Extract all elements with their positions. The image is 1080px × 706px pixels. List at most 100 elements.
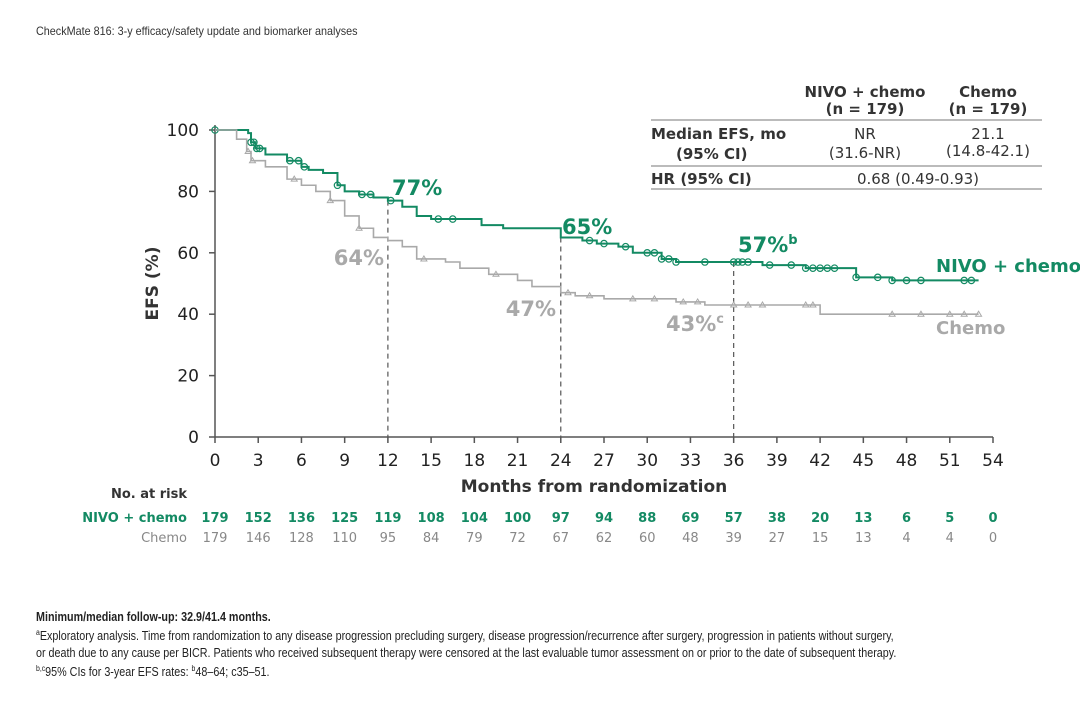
censor-mark: [665, 255, 673, 263]
x-tick-label: 36: [723, 451, 745, 471]
censor-mark: [787, 261, 796, 269]
risk-count: 13: [854, 511, 872, 526]
series-label-chemo: Chemo: [936, 318, 1005, 339]
rate-annotation: 57%b: [738, 233, 798, 257]
censor-mark: [809, 264, 817, 272]
censor-mark: [248, 156, 257, 164]
risk-count: 4: [902, 531, 910, 546]
censor-mark: [679, 297, 688, 305]
x-tick-label: 0: [210, 451, 221, 471]
risk-count: 119: [374, 511, 401, 526]
censor-mark: [738, 258, 747, 266]
rate-annotation: 64%: [334, 246, 384, 270]
table-cell: (31.6-NR): [829, 144, 901, 162]
annotation-superscript: b: [788, 233, 797, 248]
y-tick-label: 60: [177, 244, 199, 264]
censor-mark: [830, 264, 839, 272]
censor-mark: [758, 301, 767, 308]
censor-mark: [974, 310, 983, 317]
footnote-bc: b,c95% CIs for 3-year EFS rates: b48–64;…: [36, 664, 270, 679]
x-tick-label: 15: [420, 451, 442, 471]
censor-mark: [434, 215, 443, 223]
censor-mark: [801, 301, 810, 308]
censor-mark: [765, 261, 774, 269]
risk-count: 48: [682, 531, 699, 546]
risk-count: 110: [332, 531, 357, 546]
footnote-a: aExploratory analysis. Time from randomi…: [36, 628, 894, 643]
table-row-label: (95% CI): [676, 145, 747, 163]
km-curve-chemo: [215, 129, 979, 315]
risk-count: 13: [855, 531, 872, 546]
censor-mark: [333, 181, 342, 190]
censor-mark: [917, 276, 925, 285]
censor-mark: [247, 138, 255, 147]
footnote-mark: b,c: [36, 664, 46, 673]
risk-count: 38: [768, 511, 786, 526]
risk-count: 79: [466, 531, 483, 546]
risk-count: 62: [596, 531, 613, 546]
y-tick-label: 0: [188, 428, 199, 448]
footnote-a-cont: or death due to any cause per BICR. Pati…: [36, 646, 897, 660]
table-subheader: (n = 179): [826, 100, 905, 118]
followup-note: Minimum/median follow-up: 32.9/41.4 mont…: [36, 610, 271, 624]
x-tick-label: 51: [939, 451, 961, 471]
table-header: Chemo: [959, 83, 1017, 101]
censor-mark: [244, 147, 253, 154]
km-curve-nivo: [215, 129, 979, 282]
table-row-label: HR (95% CI): [651, 170, 752, 188]
table-subheader: (n = 179): [949, 100, 1028, 118]
page-title: CheckMate 816: 3-y efficacy/safety updat…: [36, 24, 358, 38]
y-tick-label: 100: [167, 121, 199, 141]
censor-mark: [960, 310, 969, 317]
y-tick-label: 20: [177, 367, 199, 387]
y-tick-label: 40: [177, 305, 199, 325]
table-cell: 0.68 (0.49-0.93): [857, 170, 979, 188]
x-tick-label: 45: [853, 451, 875, 471]
footnote-text: 95% CIs for 3-year EFS rates:: [45, 665, 192, 680]
risk-count: 152: [245, 511, 272, 526]
censor-mark: [657, 255, 666, 263]
risk-count: 125: [331, 511, 358, 526]
censor-mark: [888, 310, 897, 317]
censor-mark: [823, 264, 832, 272]
footnote-text: Exploratory analysis. Time from randomiz…: [39, 629, 894, 644]
x-axis-label: Months from randomization: [461, 477, 728, 497]
risk-count: 128: [289, 531, 314, 546]
risk-count: 60: [639, 531, 656, 546]
censor-mark: [809, 301, 817, 308]
x-tick-label: 24: [550, 451, 572, 471]
censor-mark: [902, 276, 911, 285]
censor-mark: [744, 301, 752, 308]
footnote-text: 48–64; c35–51.: [195, 665, 270, 680]
censor-mark: [250, 138, 258, 147]
censor-mark: [693, 297, 702, 305]
censor-mark: [628, 294, 637, 302]
rate-annotation: 43%c: [666, 312, 724, 336]
x-tick-label: 42: [809, 451, 831, 471]
risk-count: 27: [769, 531, 786, 546]
censor-mark: [801, 264, 810, 272]
rate-annotation: 77%: [392, 176, 442, 200]
censor-mark: [564, 288, 572, 296]
censor-mark: [852, 273, 860, 282]
x-tick-label: 54: [982, 451, 1004, 471]
censor-mark: [585, 236, 594, 245]
annotation-superscript: c: [716, 312, 724, 327]
censor-mark: [650, 294, 659, 302]
censor-mark: [643, 249, 652, 257]
x-tick-label: 6: [296, 451, 307, 471]
risk-count: 15: [812, 531, 829, 546]
risk-count: 88: [638, 511, 656, 526]
censor-mark: [286, 156, 294, 165]
table-row-label: Median EFS, mo: [651, 125, 786, 143]
censor-mark: [873, 273, 882, 282]
censor-mark: [729, 301, 738, 308]
x-tick-label: 39: [766, 451, 788, 471]
censor-mark: [816, 264, 824, 272]
risk-row-label: NIVO + chemo: [82, 511, 187, 526]
x-tick-label: 12: [377, 451, 399, 471]
x-tick-label: 9: [339, 451, 350, 471]
risk-count: 146: [246, 531, 271, 546]
table-cell: NR: [854, 125, 876, 143]
